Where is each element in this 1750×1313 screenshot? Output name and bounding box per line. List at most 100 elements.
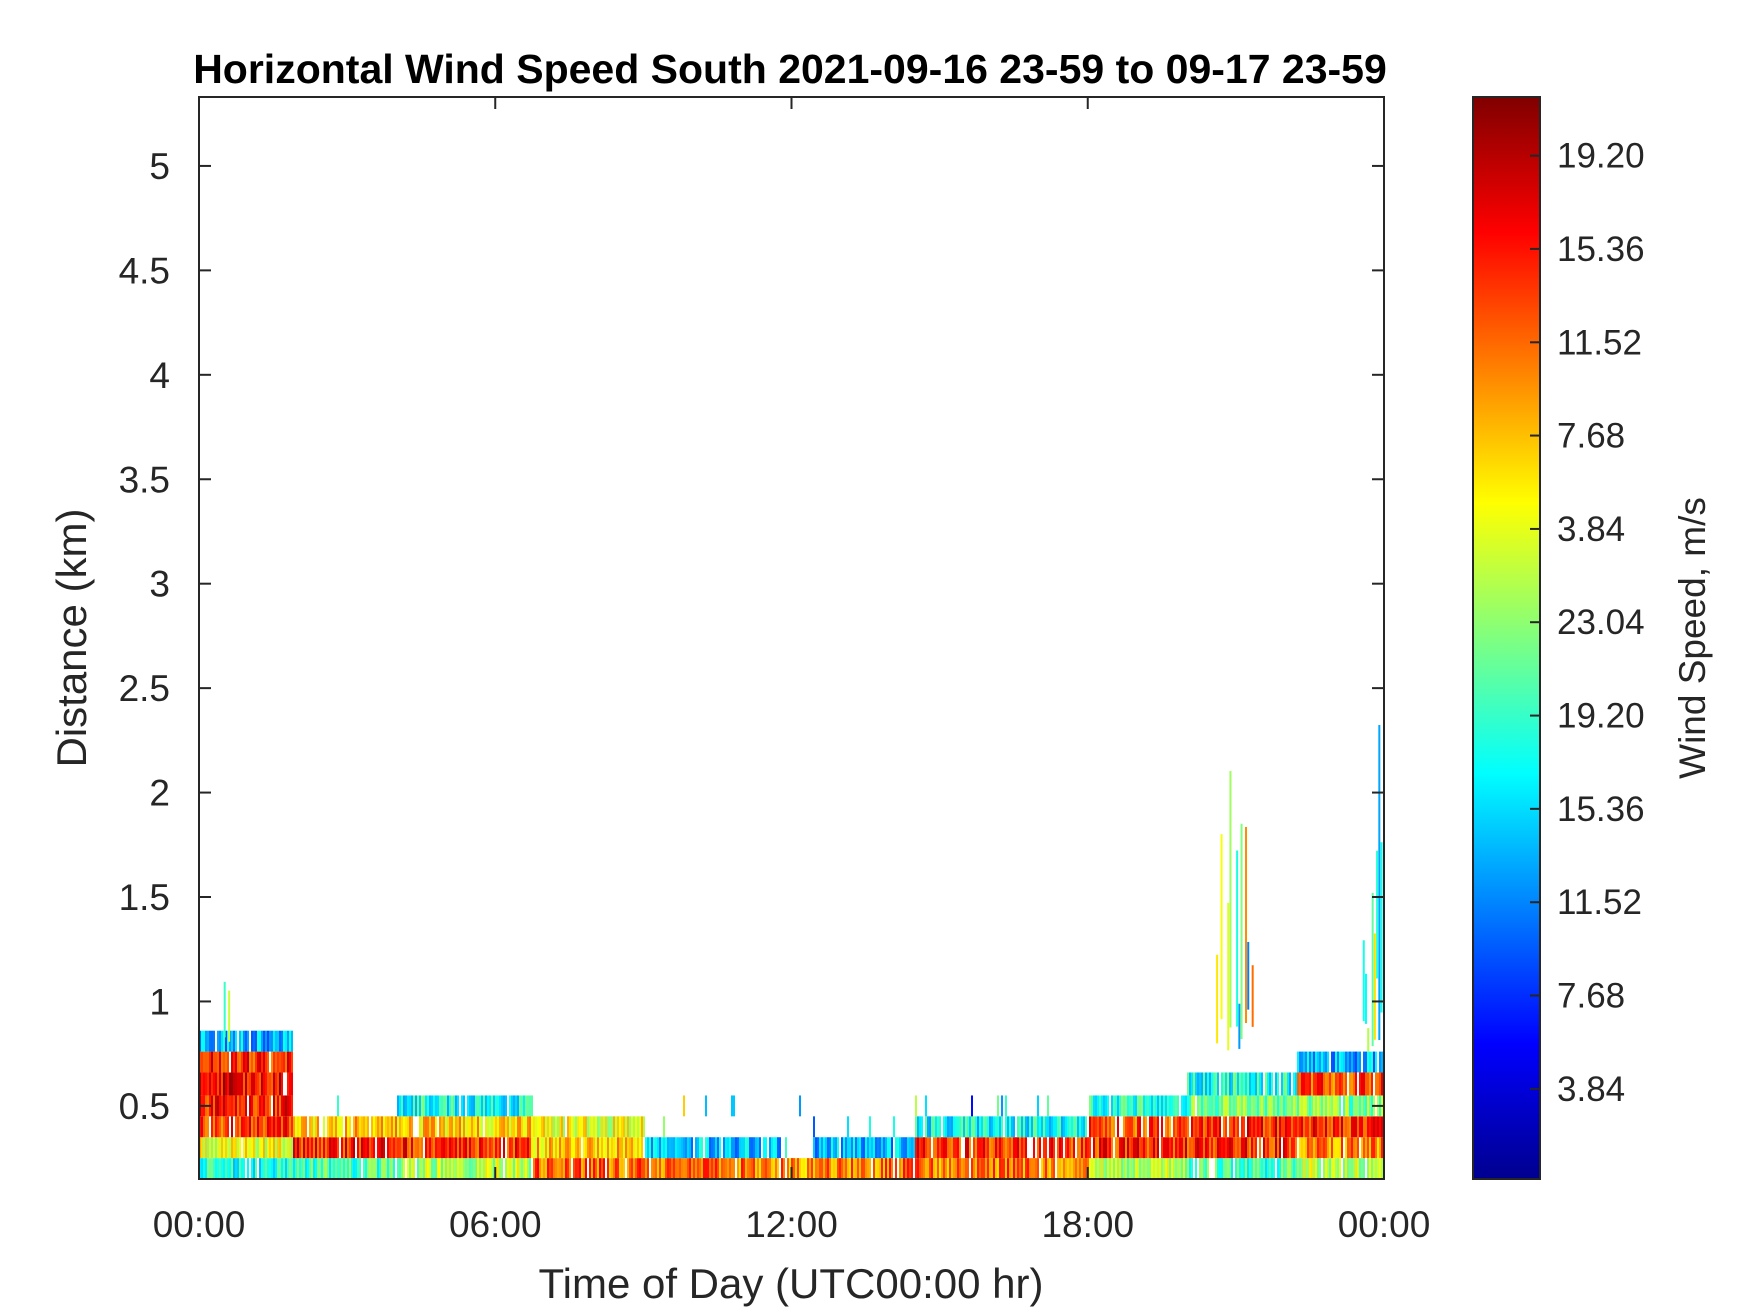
heatmap-cell [499,1095,501,1117]
heatmap-cell [405,1116,407,1138]
heatmap-cell [391,1158,393,1179]
heatmap-cell [1103,1116,1105,1138]
heatmap-cell [1135,1137,1137,1159]
heatmap-cell [1247,941,1250,1010]
heatmap-cell [629,1116,631,1138]
heatmap-cell [1301,1051,1303,1073]
heatmap-cell [1329,1116,1331,1138]
heatmap-cell [1241,1116,1243,1138]
heatmap-cell [1267,1137,1269,1159]
heatmap-cell [1175,1158,1177,1179]
heatmap-cell [1163,1158,1165,1179]
heatmap-cell [841,1158,843,1179]
heatmap-cell [1043,1158,1045,1179]
heatmap-cell [213,1051,215,1073]
heatmap-cell [719,1137,721,1159]
heatmap-cell [1337,1051,1339,1073]
heatmap-cell [523,1158,525,1179]
heatmap-cell [1201,1095,1203,1117]
heatmap-cell [537,1116,539,1138]
heatmap-cell [883,1158,885,1179]
heatmap-cell [241,1158,243,1179]
heatmap-cell [379,1116,381,1138]
heatmap-cell [463,1116,465,1138]
heatmap-cell [1201,1072,1203,1096]
heatmap-cell [1119,1137,1121,1159]
heatmap-cell [1047,1116,1049,1138]
heatmap-cell [1107,1116,1109,1138]
heatmap-cell [265,1137,267,1159]
heatmap-cell [1325,1158,1327,1179]
heatmap-cell [1379,1072,1381,1096]
heatmap-cell [1281,1072,1283,1096]
heatmap-cell [1211,1137,1213,1159]
heatmap-cell [1061,1116,1063,1138]
heatmap-cell [235,1030,237,1052]
heatmap-cell [983,1116,985,1138]
heatmap-cell [683,1137,685,1159]
heatmap-cell [1067,1158,1069,1179]
heatmap-cell [1095,1095,1097,1117]
heatmap-cell [543,1158,545,1179]
heatmap-cell [909,1137,911,1159]
heatmap-cell [321,1158,323,1179]
heatmap-cell [1225,1072,1227,1096]
heatmap-cell [451,1116,453,1138]
heatmap-cell [475,1095,477,1117]
heatmap-cell [733,1137,735,1159]
heatmap-cell [239,1051,241,1073]
heatmap-cell [1207,1072,1209,1096]
heatmap-cell [483,1137,485,1159]
heatmap-cell [1371,1137,1373,1159]
heatmap-cell [217,1116,219,1138]
heatmap-cell [225,1116,227,1138]
heatmap-cell [1351,1095,1353,1117]
heatmap-cell [1195,1116,1197,1138]
heatmap-cell [659,1158,661,1179]
heatmap-cell [261,1051,263,1073]
heatmap-cell [555,1116,557,1138]
heatmap-cell [527,1137,529,1159]
heatmap-cell [449,1116,451,1138]
heatmap-cell [561,1137,563,1159]
heatmap-cell [1015,1158,1017,1179]
heatmap-cell [519,1137,521,1159]
heatmap-cell [1185,1137,1187,1159]
heatmap-cell [1285,1158,1287,1179]
heatmap-cell [661,1137,663,1159]
heatmap-cell [991,1158,993,1179]
heatmap-cell [1381,1158,1383,1179]
heatmap-cell [849,1158,851,1179]
heatmap-cell [839,1158,841,1179]
heatmap-cell [873,1158,875,1179]
heatmap-cell [273,1051,275,1073]
heatmap-cell [567,1116,569,1138]
heatmap-cell [1059,1158,1061,1179]
heatmap-cell [1367,1158,1369,1179]
heatmap-cell [427,1095,429,1117]
heatmap-cell [823,1137,825,1159]
heatmap-cell [1305,1051,1307,1073]
heatmap-cell [797,1158,799,1179]
heatmap-cell [397,1158,399,1179]
heatmap-cell [793,1158,795,1179]
heatmap-cell [1095,1158,1097,1179]
heatmap-cell [1067,1137,1069,1159]
heatmap-cell [275,1051,277,1073]
heatmap-cell [463,1095,465,1117]
heatmap-cell [1341,1137,1343,1159]
heatmap-cell [715,1137,717,1159]
heatmap-cell [1211,1095,1213,1117]
heatmap-cell [623,1158,625,1179]
heatmap-cell [1059,1116,1061,1138]
heatmap-cell [975,1137,977,1159]
heatmap-cell [1017,1116,1019,1138]
heatmap-cell [339,1116,341,1138]
heatmap-cell [1193,1072,1195,1096]
heatmap-cell [255,1137,257,1159]
heatmap-cell [205,1030,207,1052]
heatmap-cell [1295,1095,1297,1117]
heatmap-cell [341,1116,343,1138]
heatmap-cell [1359,1072,1361,1096]
heatmap-cell [1105,1158,1107,1179]
